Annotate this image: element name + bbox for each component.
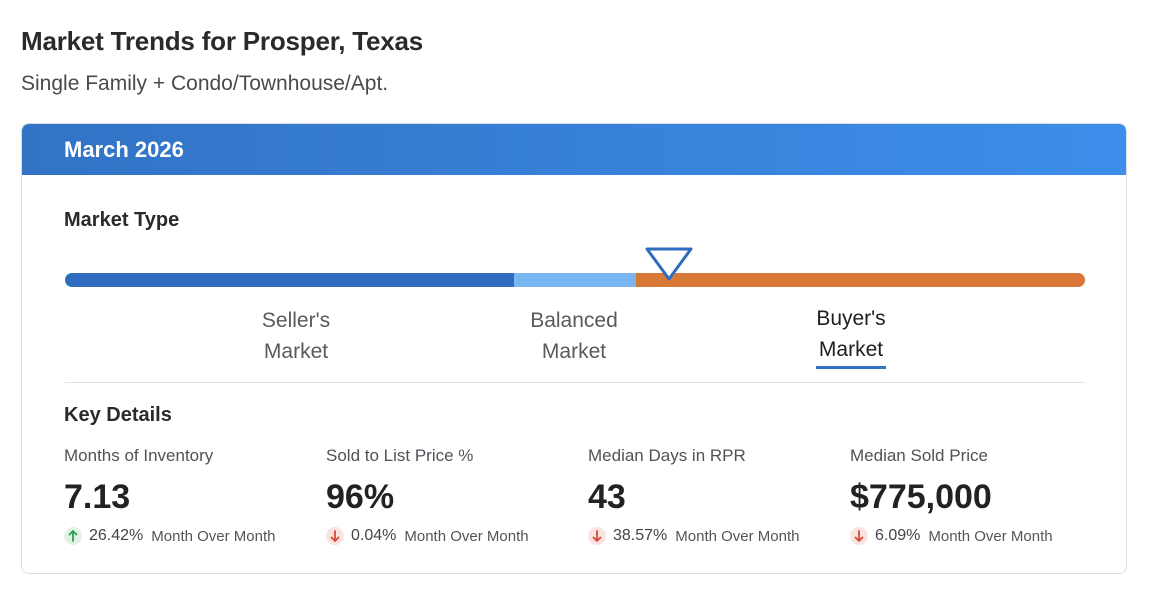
market-option-sellers[interactable]: Seller's Market — [216, 305, 376, 367]
market-option-balanced[interactable]: Balanced Market — [494, 305, 654, 367]
key-details-label: Key Details — [64, 404, 172, 426]
buyers-market-segment — [636, 273, 1085, 287]
arrow-up-icon — [64, 527, 82, 545]
change-percent: 26.42% — [89, 527, 144, 544]
divider — [65, 382, 1085, 383]
market-option-buyers[interactable]: Buyer's Market — [771, 303, 931, 369]
arrow-down-icon — [588, 527, 606, 545]
metric-value: 96% — [326, 478, 395, 516]
metric-value: 7.13 — [64, 478, 131, 516]
metric-change: 38.57% Month Over Month — [588, 527, 838, 545]
metric-value: $775,000 — [850, 478, 992, 516]
market-type-bar — [65, 273, 1085, 287]
period-title: March 2026 — [64, 136, 184, 162]
market-option-line1: Seller's — [261, 309, 331, 332]
metric-value: 43 — [588, 478, 626, 516]
change-percent: 38.57% — [613, 527, 668, 544]
metric-change: 0.04% Month Over Month — [326, 527, 576, 545]
market-trends-card: March 2026 Market Type Seller's Market B… — [21, 123, 1127, 574]
market-option-line1: Balanced — [530, 309, 618, 332]
change-label: Month Over Month — [675, 527, 800, 545]
metric-median-days-in-rpr: Median Days in RPR 43 38.57% Month Over … — [588, 446, 838, 545]
metric-months-of-inventory: Months of Inventory 7.13 26.42% Month Ov… — [64, 446, 314, 545]
triangle-down-marker-icon — [645, 247, 693, 281]
page-subtitle: Single Family + Condo/Townhouse/Apt. — [21, 72, 389, 95]
metric-change: 26.42% Month Over Month — [64, 527, 314, 545]
arrow-down-icon — [850, 527, 868, 545]
change-percent: 6.09% — [875, 527, 921, 544]
market-option-line2: Market — [818, 338, 884, 361]
metric-sold-to-list-price: Sold to List Price % 96% 0.04% Month Ove… — [326, 446, 576, 545]
metric-label: Months of Inventory — [64, 446, 214, 465]
page-title: Market Trends for Prosper, Texas — [21, 26, 424, 56]
market-option-line2: Market — [263, 340, 329, 363]
change-percent: 0.04% — [351, 527, 397, 544]
selected-underline — [816, 366, 886, 369]
change-label: Month Over Month — [151, 527, 276, 545]
arrow-down-icon — [326, 527, 344, 545]
change-label: Month Over Month — [404, 527, 529, 545]
metric-label: Median Sold Price — [850, 446, 988, 465]
sellers-market-segment — [65, 273, 514, 287]
market-option-line1: Buyer's — [816, 307, 886, 330]
metric-median-sold-price: Median Sold Price $775,000 6.09% Month O… — [850, 446, 1100, 545]
metric-change: 6.09% Month Over Month — [850, 527, 1100, 545]
metric-label: Sold to List Price % — [326, 446, 474, 465]
change-label: Month Over Month — [928, 527, 1053, 545]
market-option-line2: Market — [541, 340, 607, 363]
market-type-label: Market Type — [64, 209, 180, 231]
balanced-market-segment — [514, 273, 636, 287]
card-header: March 2026 — [22, 124, 1126, 175]
metric-label: Median Days in RPR — [588, 446, 746, 465]
